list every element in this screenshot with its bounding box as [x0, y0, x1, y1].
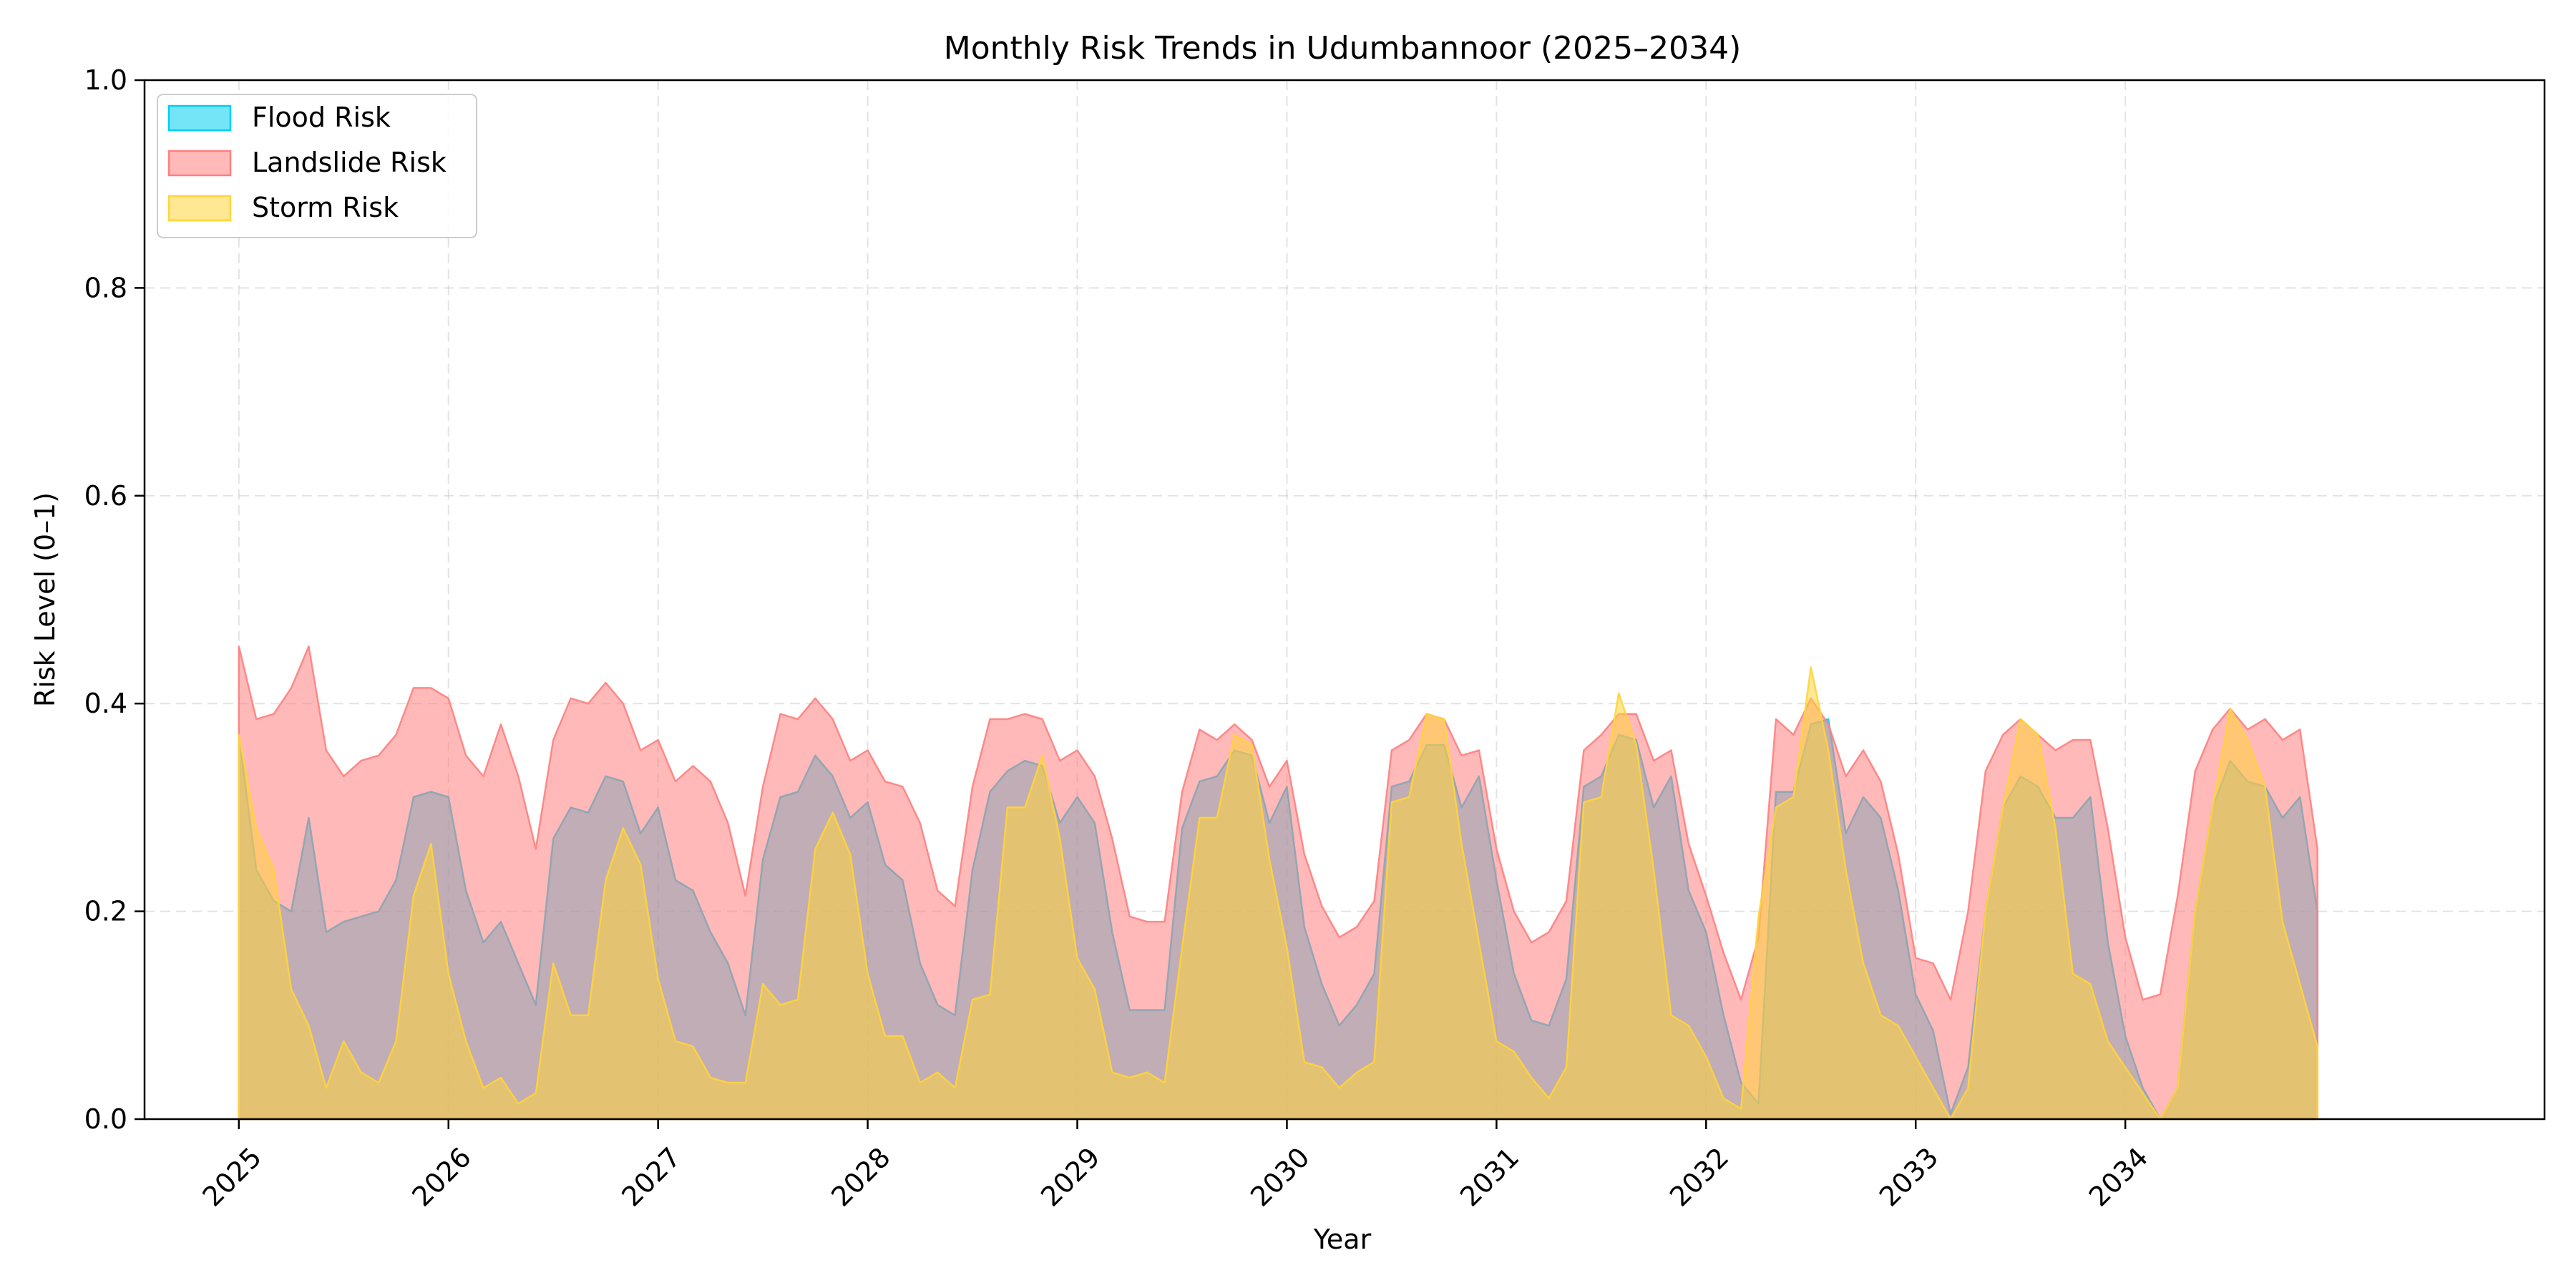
y-tick-label-0.4: 0.4: [84, 688, 127, 719]
flood-risk-legend-swatch: [167, 104, 232, 132]
landslide-risk-legend-swatch: [167, 150, 232, 177]
storm-risk-area: [238, 666, 2318, 1121]
y-tick-label-1.0: 1.0: [84, 64, 127, 96]
x-axis-label: Year: [1313, 1224, 1372, 1255]
legend-box: [157, 94, 477, 238]
storm-risk-legend-label: Storm Risk: [252, 192, 399, 223]
area-series: [238, 645, 2318, 1121]
storm-risk-legend-swatch: [167, 195, 232, 222]
legend: Flood Risk Landslide Risk Storm Risk: [157, 94, 477, 238]
flood-risk-legend-label: Flood Risk: [252, 102, 391, 133]
y-axis-label: Risk Level (0–1): [29, 492, 61, 707]
landslide-risk-legend-label: Landslide Risk: [252, 147, 447, 178]
y-tick-label-0.0: 0.0: [84, 1103, 127, 1135]
plot-frame: [143, 79, 2546, 1121]
y-tick-label-0.2: 0.2: [84, 896, 127, 927]
chart-title: Monthly Risk Trends in Udumbannoor (2025…: [944, 30, 1742, 67]
y-tick-label-0.6: 0.6: [84, 480, 127, 512]
y-tick-label-0.8: 0.8: [84, 272, 127, 303]
y-axis-ticks: 0.0 0.2 0.4 0.6 0.8 1.0: [84, 64, 145, 1135]
